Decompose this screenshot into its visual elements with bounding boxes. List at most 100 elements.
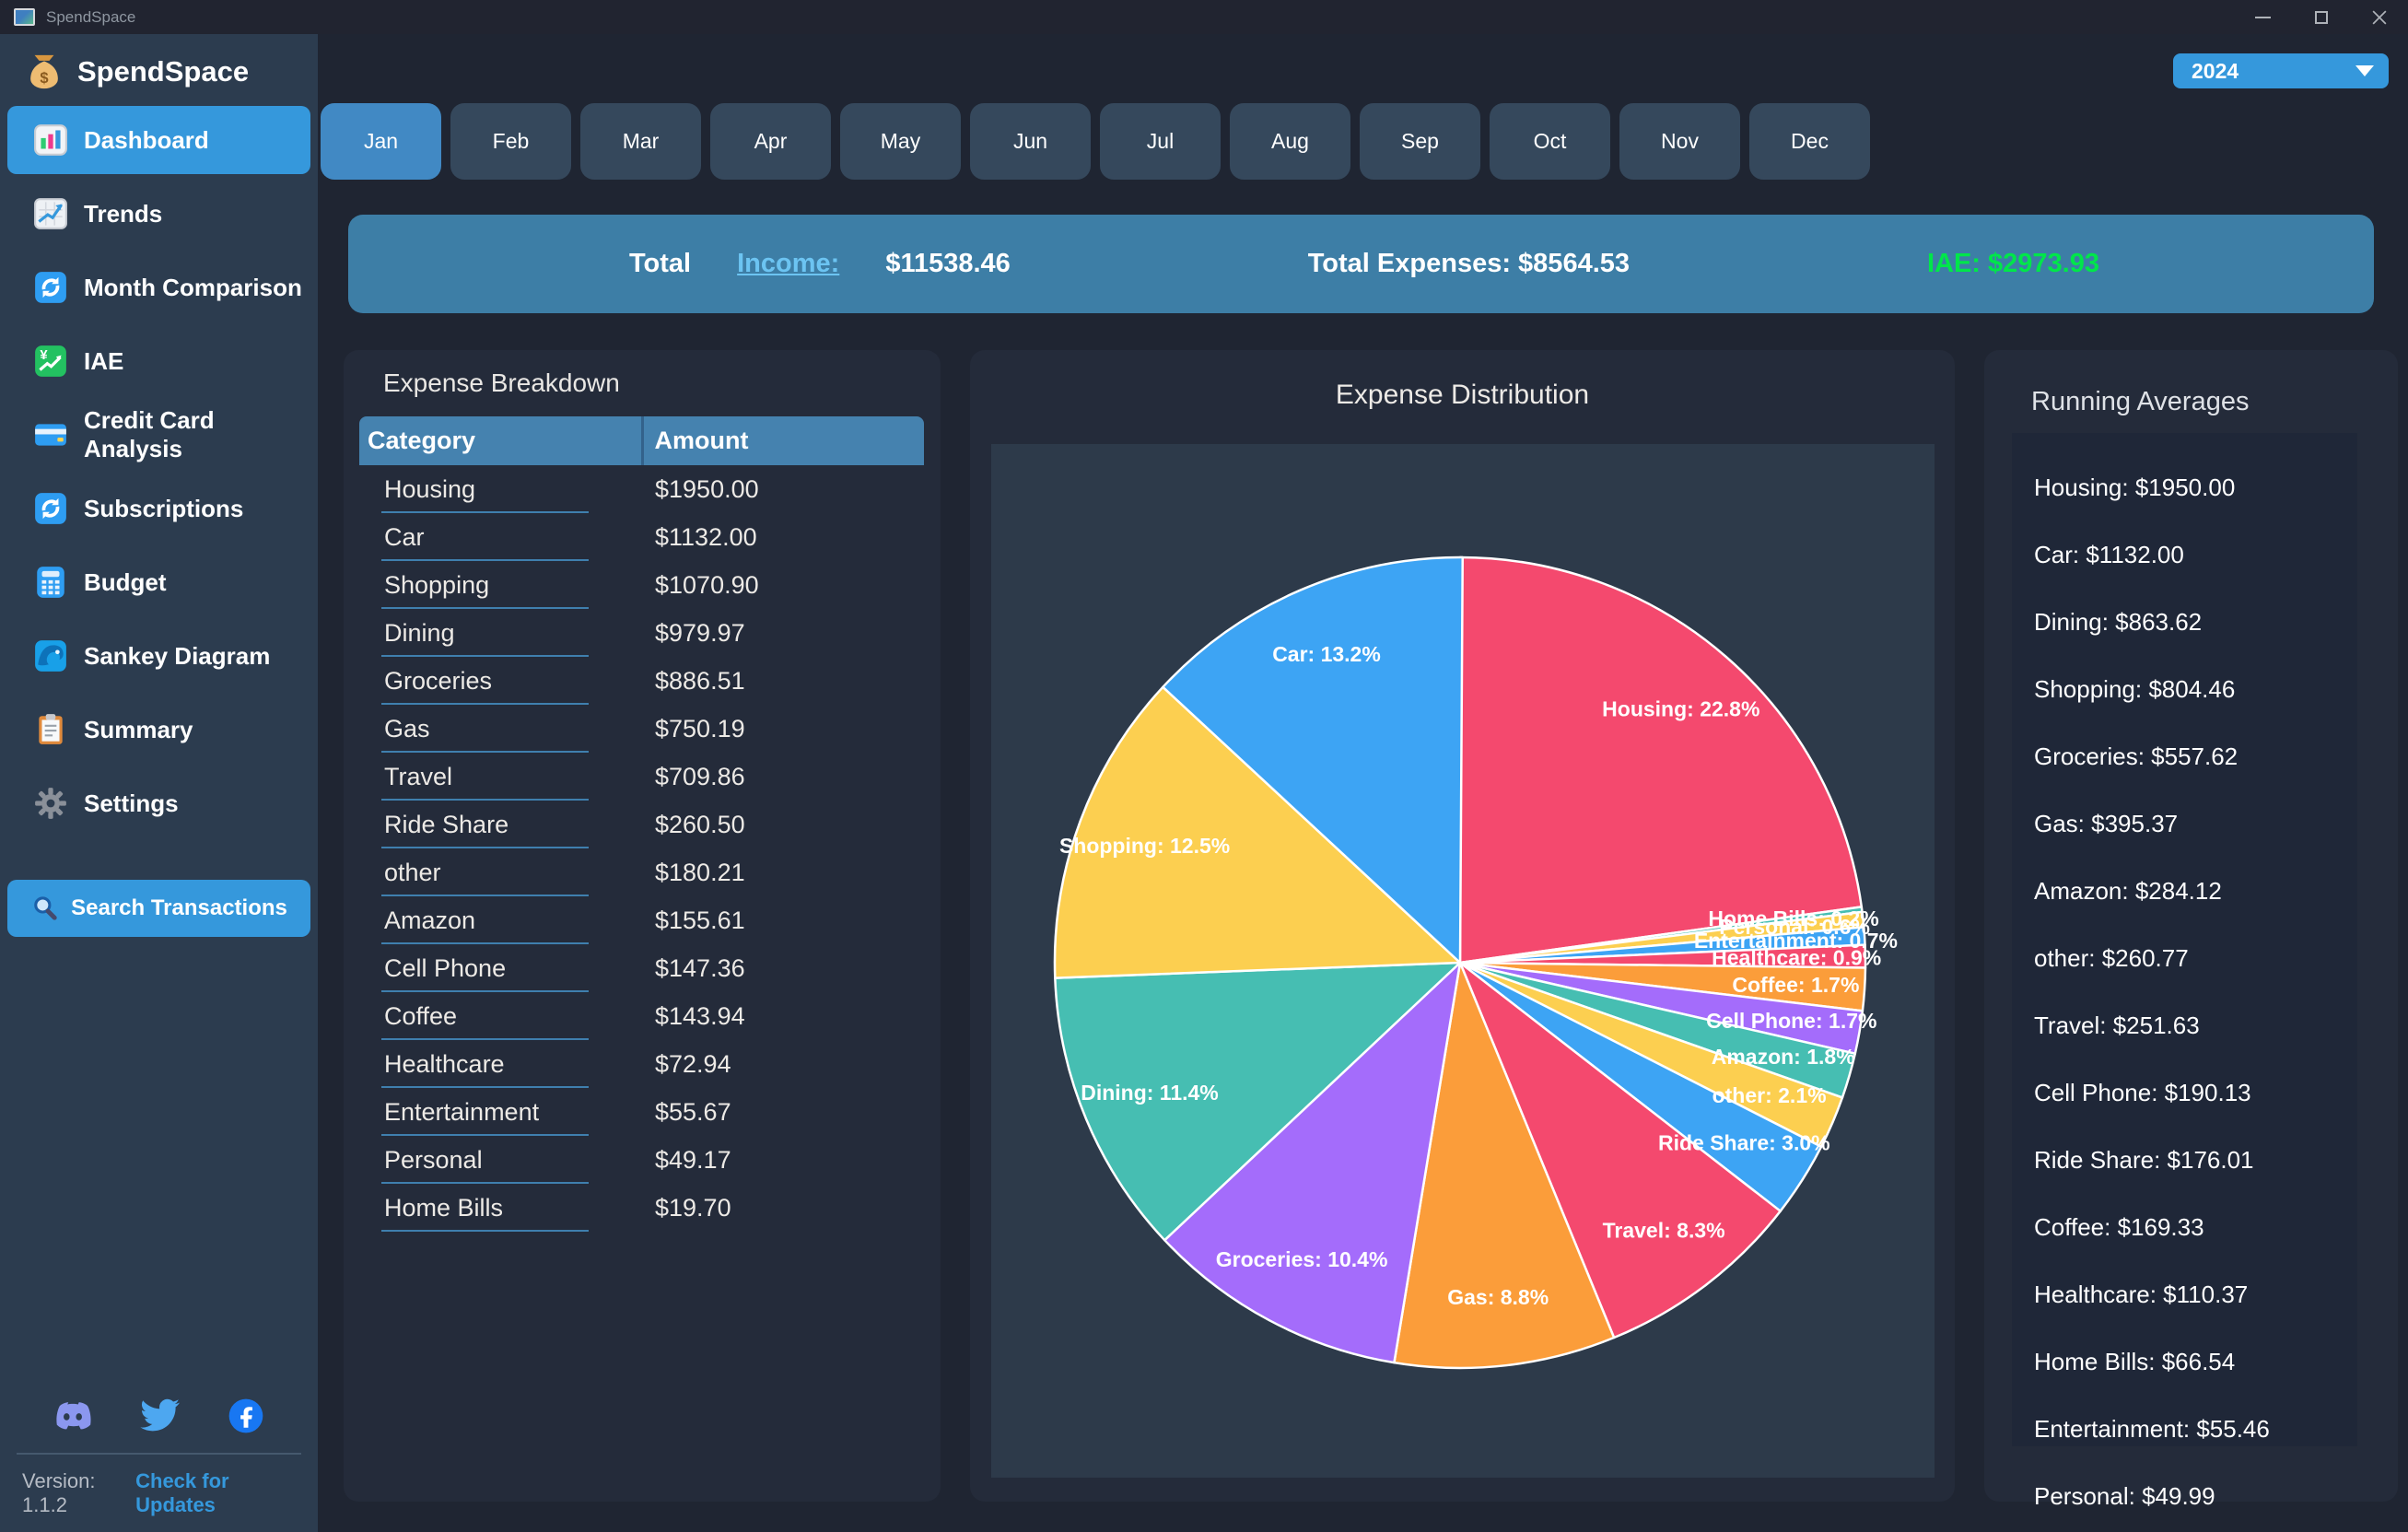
search-icon bbox=[30, 894, 60, 923]
category-cell: Dining bbox=[359, 609, 642, 657]
maximize-icon bbox=[2314, 10, 2328, 24]
month-button-oct[interactable]: Oct bbox=[1490, 103, 1610, 180]
sidebar-divider bbox=[17, 1453, 301, 1455]
pie-label-car: Car: 13.2% bbox=[1272, 642, 1381, 666]
expense-breakdown-panel: Expense Breakdown Category Amount Housin… bbox=[344, 350, 941, 1502]
month-button-feb[interactable]: Feb bbox=[450, 103, 571, 180]
pie-slice-travel bbox=[1458, 961, 1782, 1339]
total-label: Total bbox=[629, 249, 692, 278]
table-row-ride-share: Ride Share $260.50 bbox=[359, 801, 924, 848]
sidebar-item-summary[interactable]: Summary bbox=[7, 696, 310, 764]
version-text: Version: 1.1.2 bbox=[22, 1469, 96, 1516]
pie-label-amazon: Amazon: 1.8% bbox=[1712, 1045, 1855, 1069]
sidebar-item-iae[interactable]: ¥ IAE bbox=[7, 327, 310, 395]
check-for-updates-link[interactable]: Check for Updates bbox=[135, 1469, 229, 1516]
credit-card-icon bbox=[33, 417, 68, 452]
average-item-9: Cell Phone: $190.13 bbox=[2034, 1079, 2251, 1106]
category-cell: Coffee bbox=[359, 992, 642, 1040]
average-item-14: Entertainment: $55.46 bbox=[2034, 1415, 2270, 1443]
month-button-jul[interactable]: Jul bbox=[1100, 103, 1221, 180]
sidebar-item-label: Credit Card Analysis bbox=[84, 406, 215, 462]
facebook-icon[interactable] bbox=[225, 1398, 267, 1434]
amount-cell: $55.67 bbox=[655, 1097, 731, 1126]
bar-chart-icon bbox=[33, 123, 68, 158]
minimize-icon bbox=[2255, 16, 2271, 18]
month-button-aug[interactable]: Aug bbox=[1230, 103, 1350, 180]
table-row-gas: Gas $750.19 bbox=[359, 705, 924, 753]
year-dropdown[interactable]: 2024 bbox=[2173, 53, 2389, 88]
pie-chart: Housing: 22.8% Home Bills: 0.2%Personal: … bbox=[1053, 555, 1898, 1370]
water-wave-icon bbox=[33, 638, 68, 673]
month-button-apr[interactable]: Apr bbox=[710, 103, 831, 180]
pie-label-personal: Personal: 0.6% bbox=[1719, 915, 1870, 939]
sidebar-item-month-comparison[interactable]: Month Comparison bbox=[7, 253, 310, 322]
income-link[interactable]: Income: bbox=[737, 249, 840, 278]
average-item-4: Groceries: $557.62 bbox=[2034, 743, 2239, 770]
minimize-button[interactable] bbox=[2234, 0, 2292, 34]
sidebar-item-credit-card-analysis[interactable]: Credit Card Analysis bbox=[7, 401, 310, 469]
month-button-dec[interactable]: Dec bbox=[1749, 103, 1870, 180]
sidebar-item-budget[interactable]: Budget bbox=[7, 548, 310, 616]
sidebar-item-label: Dashboard bbox=[84, 125, 209, 154]
table-row-entertainment: Entertainment $55.67 bbox=[359, 1088, 924, 1136]
pie-slice-groceries bbox=[1163, 961, 1462, 1364]
amount-cell: $1132.00 bbox=[655, 522, 757, 551]
search-transactions-button[interactable]: Search Transactions bbox=[7, 880, 310, 937]
sidebar-item-dashboard[interactable]: Dashboard bbox=[7, 106, 310, 174]
sidebar-item-trends[interactable]: Trends bbox=[7, 180, 310, 248]
social-links bbox=[7, 1398, 310, 1434]
month-button-nov[interactable]: Nov bbox=[1619, 103, 1740, 180]
pie-label-healthcare: Healthcare: 0.9% bbox=[1712, 945, 1881, 969]
pie-label-entertainment: Entertainment: 0.7% bbox=[1694, 929, 1898, 953]
app-title: SpendSpace bbox=[46, 7, 136, 26]
sync-arrows-icon bbox=[33, 270, 68, 305]
sidebar-nav: Dashboard Trends Month Comparison ¥ IAE Credi… bbox=[7, 100, 310, 843]
table-row-other: other $180.21 bbox=[359, 848, 924, 896]
month-button-jan[interactable]: Jan bbox=[321, 103, 441, 180]
maximize-button[interactable] bbox=[2292, 0, 2350, 34]
income-value: $11538.46 bbox=[885, 249, 1011, 278]
sync-arrows-icon bbox=[33, 491, 68, 526]
discord-icon[interactable] bbox=[52, 1398, 94, 1434]
month-button-jun[interactable]: Jun bbox=[970, 103, 1091, 180]
amount-cell: $19.70 bbox=[655, 1193, 731, 1222]
sidebar-item-label: Settings bbox=[84, 789, 179, 817]
sidebar-item-settings[interactable]: Settings bbox=[7, 769, 310, 837]
window-controls bbox=[2234, 0, 2408, 34]
running-averages-list: Housing: $1950.00 Car: $1132.00 Dining: $8… bbox=[2012, 433, 2357, 1510]
month-button-sep[interactable]: Sep bbox=[1360, 103, 1480, 180]
close-button[interactable] bbox=[2350, 0, 2408, 34]
sidebar-item-label: Month Comparison bbox=[84, 273, 302, 301]
table-row-healthcare: Healthcare $72.94 bbox=[359, 1040, 924, 1088]
amount-cell: $49.17 bbox=[655, 1145, 731, 1174]
pie-chart-plot-area: Housing: 22.8% Home Bills: 0.2% Personal: … bbox=[991, 444, 1935, 1478]
amount-cell: $1070.90 bbox=[655, 570, 759, 599]
amount-cell: $979.97 bbox=[655, 618, 745, 647]
pie-label-housing: Housing: 22.8% bbox=[1602, 697, 1759, 721]
amount-cell: $180.21 bbox=[655, 858, 745, 886]
chart-title: Expense Distribution bbox=[1335, 380, 1590, 410]
category-cell: Personal bbox=[359, 1136, 642, 1184]
summary-bar: Total Income: $11538.46 Total Expenses: … bbox=[348, 215, 2374, 313]
amount-cell: $260.50 bbox=[655, 810, 745, 838]
trend-chart-icon bbox=[33, 196, 68, 231]
month-button-may[interactable]: May bbox=[840, 103, 961, 180]
table-row-cell-phone: Cell Phone $147.36 bbox=[359, 944, 924, 992]
category-cell: Cell Phone bbox=[359, 944, 642, 992]
twitter-icon[interactable] bbox=[138, 1398, 181, 1434]
yen-chart-icon: ¥ bbox=[33, 344, 68, 379]
amount-cell: $143.94 bbox=[655, 1001, 745, 1030]
category-cell: Healthcare bbox=[359, 1040, 642, 1088]
year-value: 2024 bbox=[2192, 58, 2239, 83]
sidebar-item-label: Budget bbox=[84, 567, 167, 596]
pie-label-other: other: 2.1% bbox=[1712, 1083, 1827, 1107]
month-button-mar[interactable]: Mar bbox=[580, 103, 701, 180]
pie-label-gas: Gas: 8.8% bbox=[1447, 1285, 1549, 1309]
pie-label-shopping: Shopping: 12.5% bbox=[1059, 834, 1230, 858]
table-row-groceries: Groceries $886.51 bbox=[359, 657, 924, 705]
sidebar-item-subscriptions[interactable]: Subscriptions bbox=[7, 474, 310, 543]
sidebar-item-sankey-diagram[interactable]: Sankey Diagram bbox=[7, 622, 310, 690]
average-item-0: Housing: $1950.00 bbox=[2034, 474, 2236, 501]
sidebar-item-label: Subscriptions bbox=[84, 494, 244, 522]
amount-cell: $155.61 bbox=[655, 906, 745, 934]
